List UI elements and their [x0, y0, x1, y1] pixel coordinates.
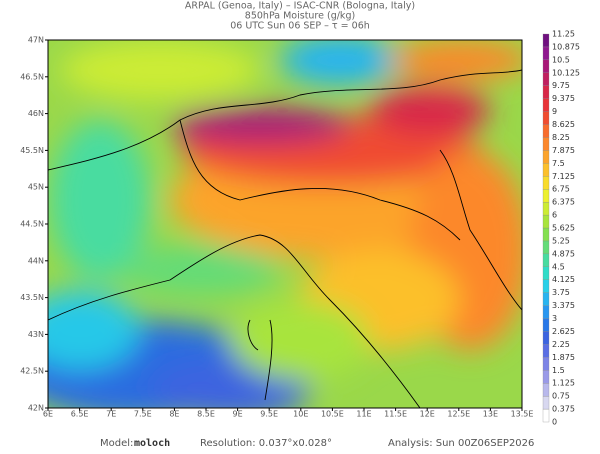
lon-tick-label: 6E	[43, 410, 53, 419]
colorbar-segment	[542, 266, 550, 280]
lat-tick-label: 42.5N	[20, 367, 44, 376]
colorbar-label: 3.75	[552, 288, 570, 297]
lat-tick-label: 46N	[28, 109, 44, 118]
lon-tick-label: 11E	[356, 410, 371, 419]
colorbar-label: 6	[552, 211, 557, 220]
lon-tick-label: 9E	[233, 410, 243, 419]
colorbar-segment	[542, 189, 550, 203]
colorbar-segment	[542, 85, 550, 99]
colorbar-segment	[542, 201, 550, 216]
colorbar-label: 9.375	[552, 94, 575, 103]
colorbar-label: 0	[552, 418, 557, 427]
lon-tick-label: 13.5E	[511, 410, 534, 419]
colorbar-segment	[542, 214, 550, 229]
colorbar-segment	[542, 111, 550, 125]
lat-tick-label: 43.5N	[20, 293, 44, 302]
colorbar-segment	[542, 59, 550, 73]
colorbar-label: 4.5	[552, 262, 565, 271]
header-line: 850hPa Moisture (g/kg)	[245, 11, 355, 22]
colorbar-label: 3	[552, 314, 557, 323]
lon-tick-label: 8E	[169, 410, 179, 419]
lat-tick-label: 42N	[28, 404, 44, 413]
colorbar-segment	[542, 124, 550, 138]
lon-tick-label: 11.5E	[384, 410, 407, 419]
colorbar-segment	[542, 331, 550, 345]
colorbar-segment	[542, 383, 550, 397]
colorbar-label: 8.625	[552, 120, 575, 129]
colorbar-label: 10.5	[552, 55, 570, 64]
colorbar-label: 6.75	[552, 185, 570, 194]
lon-tick-label: 6.5E	[71, 410, 89, 419]
colorbar-segment	[542, 33, 550, 48]
colorbar-label: 3.375	[552, 301, 575, 310]
lon-tick-label: 10.5E	[321, 410, 344, 419]
lat-tick-label: 43N	[28, 330, 44, 339]
lon-tick-label: 8.5E	[197, 410, 215, 419]
colorbar-label: 8.25	[552, 133, 570, 142]
footer-model: moloch	[134, 438, 170, 449]
header-line: ARPAL (Genoa, Italy) – ISAC-CNR (Bologna…	[185, 1, 415, 12]
lon-tick-label: 12.5E	[447, 410, 470, 419]
colorbar-label: 7.125	[552, 172, 575, 181]
colorbar-label: 10.875	[552, 42, 580, 51]
lat-tick-label: 44N	[28, 256, 44, 265]
lat-tick-label: 45.5N	[20, 146, 44, 155]
colorbar-segment	[542, 253, 550, 267]
colorbar-label: 0.375	[552, 405, 575, 414]
lat-tick-label: 44.5N	[20, 220, 44, 229]
colorbar-label: 1.125	[552, 379, 575, 388]
colorbar-label: 7.875	[552, 146, 575, 155]
colorbar-segment	[542, 46, 550, 61]
colorbar-label: 6.375	[552, 198, 575, 207]
lon-tick-label: 9.5E	[260, 410, 278, 419]
lat-tick-label: 47N	[28, 36, 44, 45]
colorbar-label: 11.25	[552, 30, 575, 39]
colorbar-label: 4.875	[552, 249, 575, 258]
lon-tick-label: 7E	[106, 410, 116, 419]
colorbar-label: 5.625	[552, 224, 575, 233]
lon-tick-label: 10E	[293, 410, 308, 419]
lon-tick-label: 12E	[420, 410, 435, 419]
colorbar-segment	[542, 150, 550, 164]
colorbar-label: 2.625	[552, 327, 575, 336]
colorbar-label: 1.875	[552, 353, 575, 362]
colorbar-label: 2.25	[552, 340, 570, 349]
colorbar-label: 9.75	[552, 81, 570, 90]
colorbar-segment	[542, 344, 550, 358]
map-field	[48, 40, 522, 408]
colorbar-segment	[542, 305, 550, 319]
colorbar-label: 0.75	[552, 392, 570, 401]
colorbar-segment	[542, 227, 550, 242]
colorbar-segment	[542, 240, 550, 255]
colorbar-label: 10.125	[552, 68, 580, 77]
lon-tick-label: 7.5E	[134, 410, 152, 419]
header-line: 06 UTC Sun 06 SEP – τ = 06h	[230, 21, 370, 32]
colorbar-label: 1.5	[552, 366, 565, 375]
footer-analysis: Analysis: Sun 00Z06SEP2026	[388, 438, 534, 449]
colorbar-segment	[542, 72, 550, 86]
colorbar-segment	[542, 163, 550, 177]
colorbar-segment	[542, 137, 550, 151]
colorbar-segment	[542, 98, 550, 112]
colorbar-segment	[542, 395, 550, 410]
colorbar-segment	[542, 292, 550, 306]
lat-tick-label: 45N	[28, 183, 44, 192]
colorbar-segment	[542, 357, 550, 371]
lon-tick-label: 13E	[483, 410, 498, 419]
footer-model-label: Model:	[100, 438, 133, 449]
colorbar-segment	[542, 279, 550, 293]
colorbar-segment	[542, 176, 550, 190]
colorbar-label: 9	[552, 107, 557, 116]
colorbar-segment	[542, 370, 550, 384]
colorbar-segment	[542, 408, 550, 423]
colorbar-label: 5.25	[552, 236, 570, 245]
colorbar-label: 4.125	[552, 275, 575, 284]
footer-resolution: Resolution: 0.037°x0.028°	[200, 438, 332, 449]
colorbar-segment	[542, 318, 550, 332]
lat-tick-label: 46.5N	[20, 72, 44, 81]
colorbar-label: 7.5	[552, 159, 565, 168]
